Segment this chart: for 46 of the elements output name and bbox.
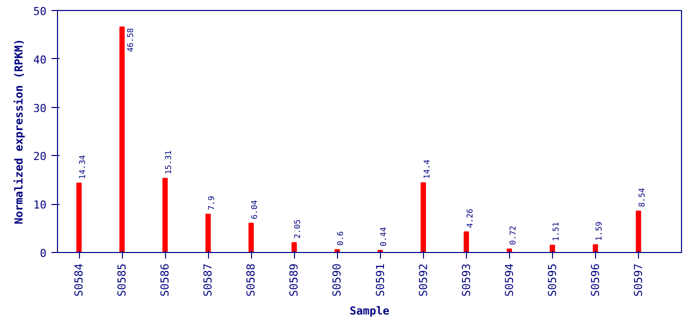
data-label: 14.34 — [78, 154, 88, 180]
bar — [205, 214, 211, 252]
data-label: 4.26 — [465, 208, 474, 228]
bar — [119, 26, 125, 252]
x-tick-label: S0585 — [116, 263, 129, 297]
x-tick-label: S0597 — [632, 263, 645, 297]
bar — [76, 182, 82, 252]
bar — [464, 231, 469, 252]
x-tick-label: S0588 — [244, 263, 258, 297]
data-label: 0.6 — [336, 230, 346, 246]
data-label: 46.58 — [126, 28, 136, 52]
bar — [636, 210, 642, 252]
x-axis-title: Sample — [350, 304, 390, 318]
bar — [162, 178, 168, 252]
x-tick-label: S0594 — [502, 263, 516, 297]
x-tick-label: S0590 — [330, 263, 344, 297]
bar — [248, 222, 254, 252]
x-tick-label: S0587 — [202, 263, 215, 297]
data-label: 8.54 — [637, 188, 646, 208]
x-tick-label: S0595 — [546, 263, 559, 297]
data-label: 15.31 — [164, 150, 174, 174]
x-tick-label: S0592 — [416, 263, 430, 297]
bar — [420, 182, 426, 252]
bar — [550, 244, 556, 252]
data-label: 0.72 — [508, 226, 518, 246]
data-label: 2.05 — [293, 219, 302, 239]
x-tick-label: S0586 — [158, 263, 172, 297]
y-tick-label: 20 — [33, 150, 47, 164]
y-tick-label: 40 — [33, 53, 47, 66]
bar — [292, 242, 297, 252]
x-tick-label: S0591 — [374, 263, 387, 297]
data-label: 0.44 — [379, 226, 388, 246]
data-label: 1.51 — [551, 222, 560, 242]
data-label: 1.59 — [594, 221, 604, 241]
x-tick-label: S0593 — [460, 263, 473, 297]
data-label: 7.9 — [207, 196, 216, 210]
y-tick-label: 50 — [33, 5, 47, 18]
x-tick-label: S0584 — [72, 263, 86, 297]
x-tick-label: S0589 — [288, 263, 301, 297]
data-label: 6.04 — [250, 200, 260, 220]
data-label: 14.4 — [422, 159, 432, 179]
y-tick-label: 30 — [33, 102, 47, 115]
x-tick-label: S0596 — [588, 263, 602, 297]
y-tick-label: 0 — [40, 247, 46, 260]
y-axis-title: Normalized expression (RPKM) — [12, 38, 26, 224]
y-tick-label: 10 — [33, 198, 47, 212]
